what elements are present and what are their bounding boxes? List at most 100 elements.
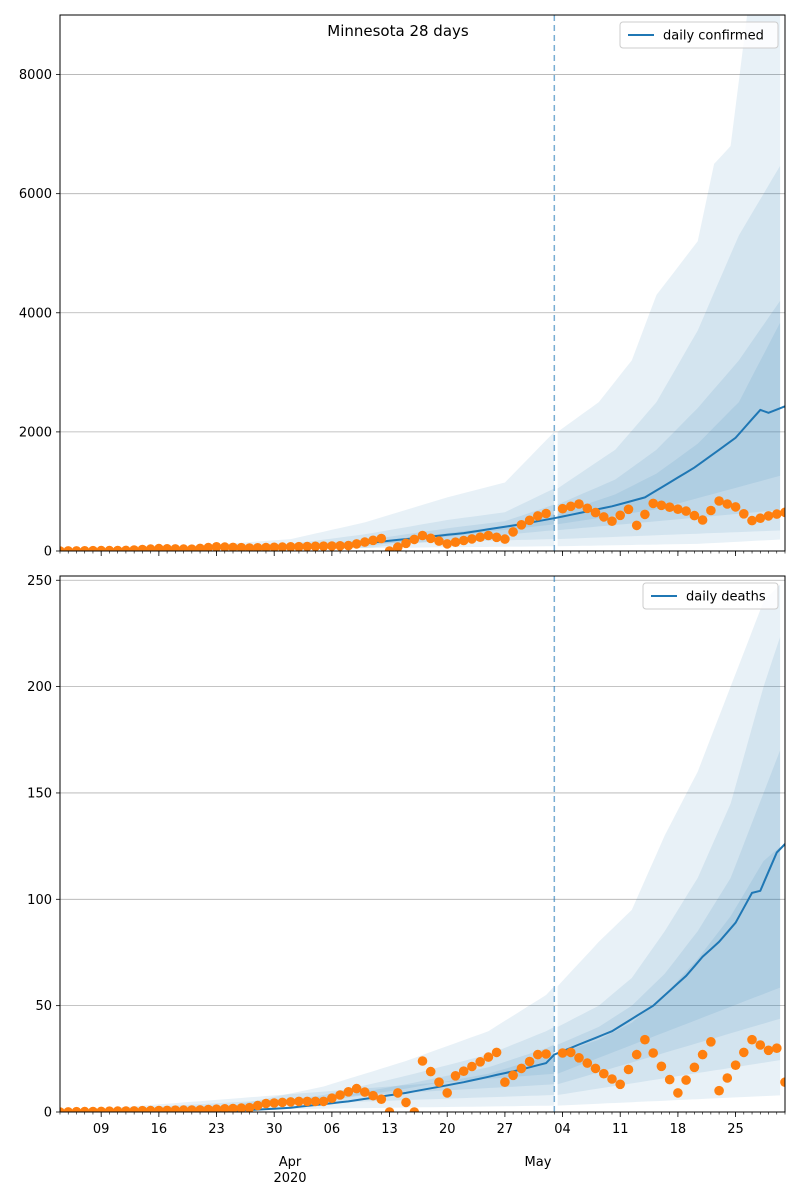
observed-point <box>730 502 741 512</box>
observed-point <box>623 1064 634 1075</box>
observed-point <box>236 542 247 551</box>
band-inner <box>557 322 781 525</box>
x-tick-label: 06 <box>324 1122 341 1137</box>
figure-title: Minnesota 28 days <box>327 22 469 40</box>
observed-point <box>203 1104 214 1112</box>
observed-point <box>590 1063 601 1074</box>
observed-point <box>294 541 304 551</box>
observed-point <box>450 1071 461 1081</box>
observed-point <box>631 520 642 531</box>
observed-point <box>582 1058 593 1068</box>
observed-point <box>88 545 98 551</box>
x-tick-label: 20 <box>439 1122 456 1137</box>
observed-point <box>154 543 164 551</box>
legend-label: daily deaths <box>686 590 766 605</box>
observed-point <box>261 542 271 551</box>
x-tick-label: 16 <box>151 1122 168 1137</box>
observed-point <box>178 544 189 551</box>
observed-point <box>351 539 362 549</box>
observed-point <box>244 1102 255 1112</box>
observed-point <box>121 545 131 551</box>
legend-box <box>619 21 779 49</box>
observed-point <box>409 1107 420 1112</box>
x-tick-label: 09 <box>93 1122 110 1137</box>
observed-point <box>500 1077 510 1087</box>
y-tick-label: 100 <box>27 893 52 908</box>
observed-point <box>417 530 428 541</box>
observed-point <box>780 507 785 518</box>
observed-point <box>508 1070 518 1081</box>
band-inner <box>60 514 555 551</box>
y-tick-label: 50 <box>35 999 52 1014</box>
observed-point <box>137 1105 148 1112</box>
observed-point <box>335 1090 345 1100</box>
observed-point <box>491 1047 502 1058</box>
plot-area-deaths <box>60 584 785 1112</box>
observed-point <box>318 541 329 551</box>
observed-point <box>384 546 395 551</box>
observed-point <box>195 1105 205 1112</box>
band-outer <box>60 431 555 551</box>
band-outer <box>557 15 781 547</box>
observed-point <box>277 1097 288 1108</box>
observed-point <box>664 1074 675 1085</box>
observed-point <box>574 1053 584 1063</box>
observed-point <box>187 544 197 551</box>
observed-point <box>88 1106 98 1112</box>
observed-point <box>220 1104 230 1112</box>
observed-point <box>401 538 411 549</box>
observed-point <box>516 520 527 530</box>
y-tick-label: 2000 <box>19 425 52 440</box>
observed-point <box>236 1103 247 1112</box>
observed-point <box>112 545 123 551</box>
panel-confirmed: 0 2000 4000 6000 8000 daily confirmed <box>19 14 786 560</box>
observed-point <box>112 1106 123 1112</box>
observed-point <box>747 515 757 526</box>
observed-point <box>63 1107 73 1112</box>
observed-point <box>664 502 675 512</box>
x-tick-label: 27 <box>497 1122 514 1137</box>
observed-point <box>137 544 148 551</box>
observed-point <box>277 542 288 551</box>
observed-point <box>96 1106 106 1112</box>
band-lower-mid <box>557 750 781 1085</box>
observed-point <box>689 510 700 521</box>
observed-point <box>162 1105 172 1112</box>
observed-point <box>302 541 312 551</box>
observed-point <box>623 504 634 515</box>
observed-point <box>318 1096 329 1107</box>
observed-point <box>739 509 749 519</box>
observed-point <box>417 1056 428 1066</box>
observed-point <box>706 505 716 516</box>
observed-point <box>714 1085 724 1096</box>
observed-point <box>681 1075 691 1085</box>
observed-point <box>615 1079 625 1090</box>
observed-point <box>467 1061 477 1072</box>
observed-point <box>516 1063 527 1074</box>
x-tick-label: 04 <box>554 1122 571 1137</box>
observed-point <box>178 1105 189 1112</box>
observed-point <box>450 537 461 547</box>
observed-point <box>524 515 535 526</box>
observed-point <box>541 508 551 519</box>
observed-point <box>599 1068 609 1079</box>
observed-point <box>343 540 354 551</box>
legend-label: daily confirmed <box>663 29 764 44</box>
observed-point <box>170 544 181 551</box>
observed-point <box>763 511 774 521</box>
observed-point <box>458 1066 469 1076</box>
observed-point <box>360 537 370 547</box>
observed-point <box>211 542 222 551</box>
observed-point <box>327 1093 337 1103</box>
observed-point <box>697 515 708 525</box>
observed-point <box>557 1048 568 1058</box>
legend-box <box>642 582 779 610</box>
observed-point <box>722 499 733 509</box>
observed-point <box>294 1096 304 1107</box>
observed-point <box>739 1047 749 1058</box>
observed-point <box>434 1077 444 1087</box>
y-tick-label: 0 <box>44 545 52 560</box>
observed-point <box>615 510 625 521</box>
observed-point <box>640 1034 650 1045</box>
